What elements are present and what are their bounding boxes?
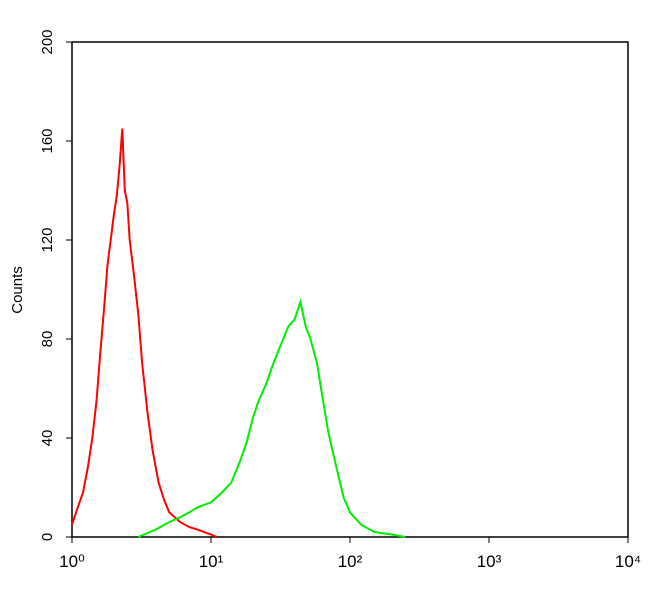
y-tick-label: 0 [39,533,56,541]
y-tick-label: 40 [39,430,56,447]
y-tick-label: 160 [39,128,56,153]
x-tick-label: 10⁰ [59,552,85,571]
y-tick-label: 200 [39,29,56,54]
x-tick-label: 10² [338,552,363,571]
y-axis-label: Counts [9,266,26,314]
histogram-line [137,298,406,538]
y-tick-label: 80 [39,331,56,348]
x-tick-label: 10³ [477,552,502,571]
x-tick-label: 10¹ [199,552,224,571]
x-tick-label: 10⁴ [615,552,641,571]
histogram-line [71,128,218,538]
y-tick-label: 120 [39,227,56,252]
